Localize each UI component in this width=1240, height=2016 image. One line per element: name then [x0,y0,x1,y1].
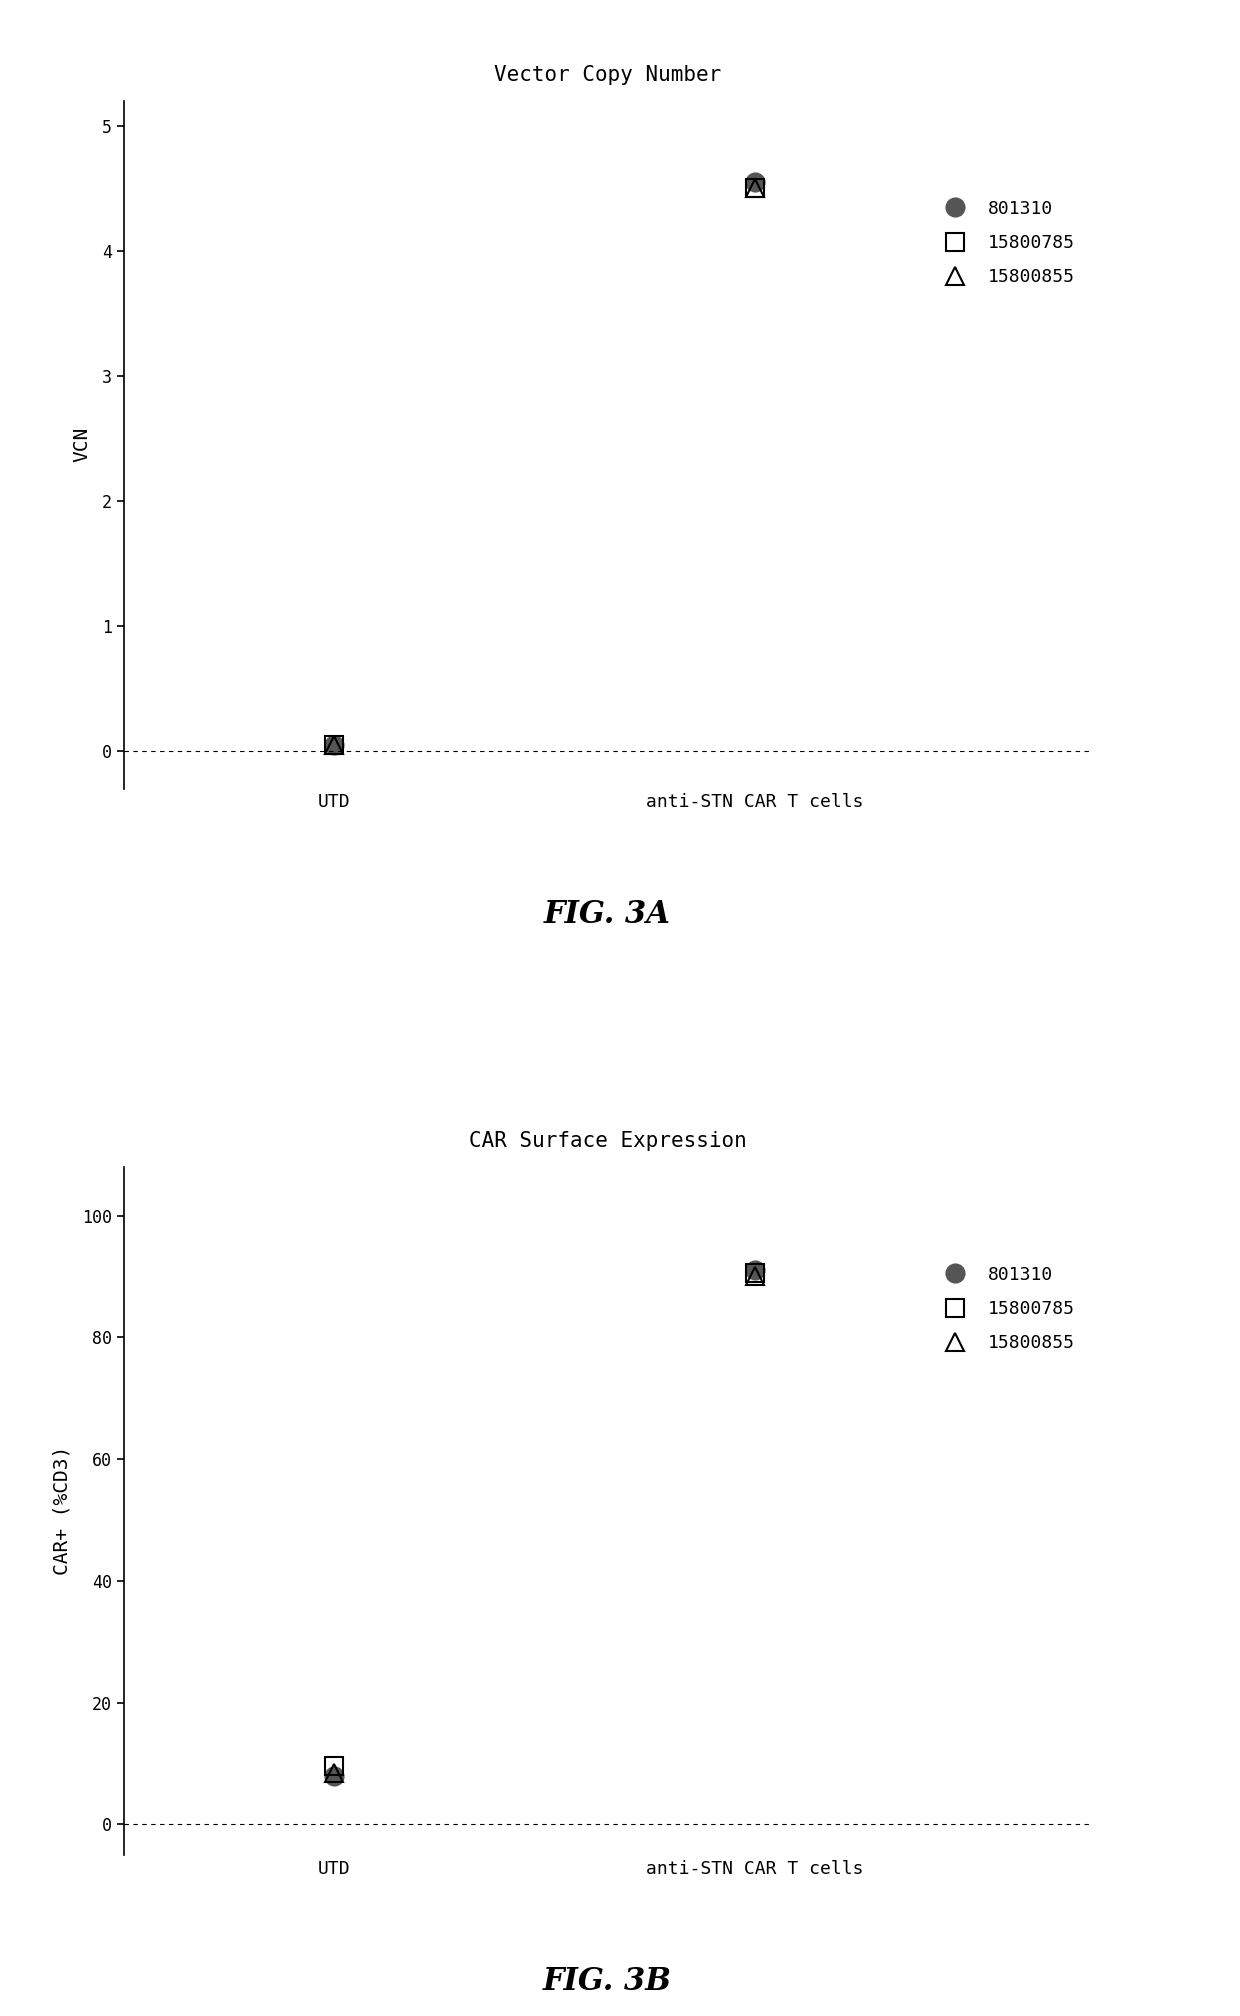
Title: Vector Copy Number: Vector Copy Number [494,65,722,85]
Y-axis label: CAR+ (%CD3): CAR+ (%CD3) [52,1445,71,1574]
Y-axis label: VCN: VCN [72,427,91,462]
Title: CAR Surface Expression: CAR Surface Expression [469,1131,746,1151]
Text: FIG. 3A: FIG. 3A [544,899,671,931]
Legend: 801310, 15800785, 15800855: 801310, 15800785, 15800855 [930,192,1083,292]
Text: FIG. 3B: FIG. 3B [543,1966,672,1996]
Legend: 801310, 15800785, 15800855: 801310, 15800785, 15800855 [930,1258,1083,1359]
